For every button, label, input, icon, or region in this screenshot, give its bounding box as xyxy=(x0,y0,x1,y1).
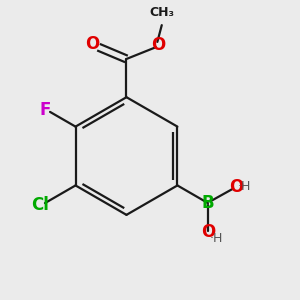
Text: B: B xyxy=(202,194,214,212)
Text: O: O xyxy=(151,36,165,54)
Text: O: O xyxy=(201,223,215,241)
Text: ·H: ·H xyxy=(210,232,224,245)
Text: CH₃: CH₃ xyxy=(149,6,174,19)
Text: Cl: Cl xyxy=(31,196,49,214)
Text: ·H: ·H xyxy=(238,179,251,193)
Text: F: F xyxy=(39,101,50,119)
Text: O: O xyxy=(229,178,243,196)
Text: O: O xyxy=(85,35,99,53)
